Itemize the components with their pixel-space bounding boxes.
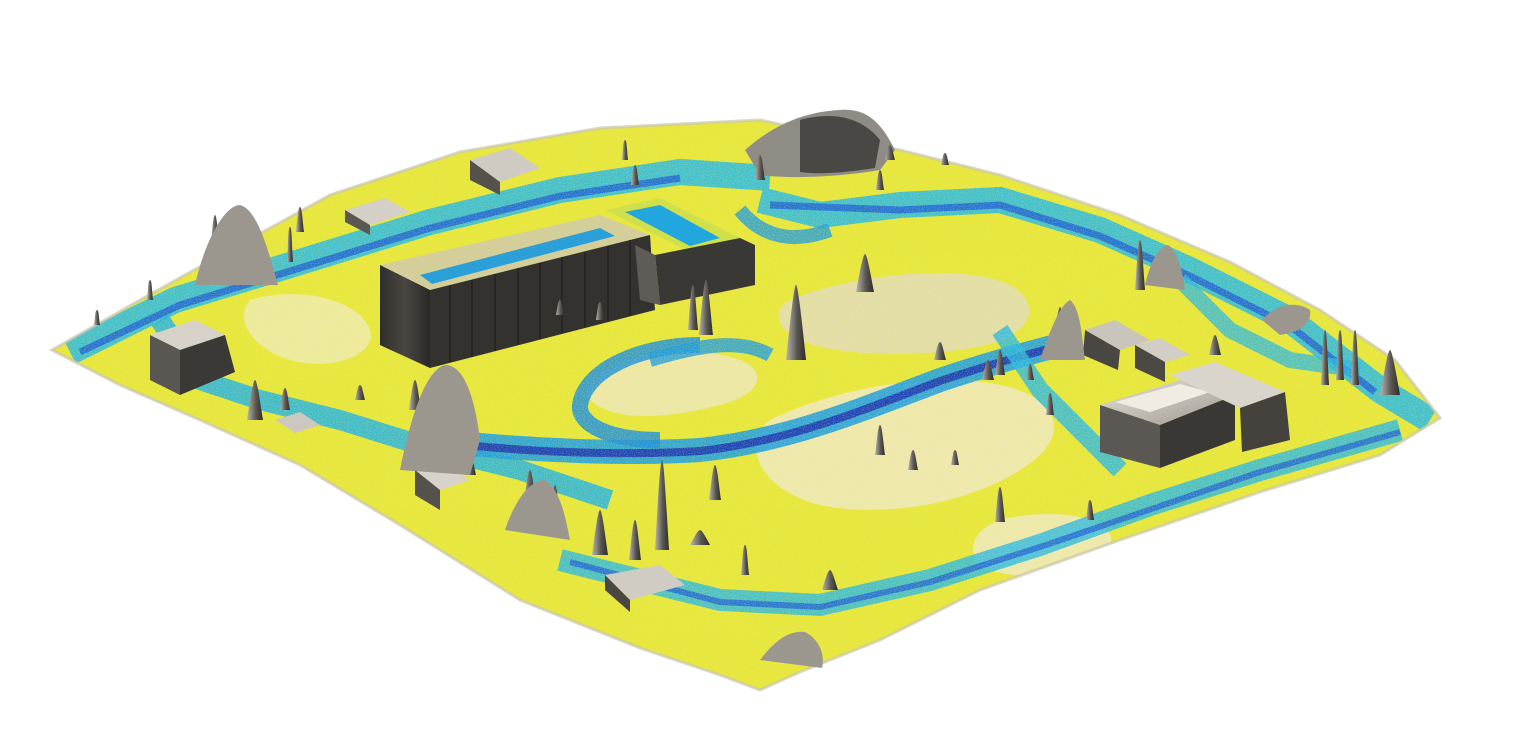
- east-hall-side-wall: [1160, 395, 1235, 468]
- tree-spike: [1046, 393, 1054, 415]
- outcrop-far-east: [1262, 304, 1311, 335]
- terrain-outcrops: [195, 205, 1311, 668]
- tree-spike: [995, 350, 1005, 375]
- tree-spike: [355, 385, 365, 400]
- east-wing-roof: [1170, 362, 1285, 408]
- tree-spike: [280, 388, 290, 410]
- west-block-1-side: [180, 335, 235, 395]
- west-block-6-wall: [415, 470, 440, 510]
- tree-spike: [1336, 330, 1344, 380]
- outcrop-sw: [400, 365, 480, 475]
- tree-spike: [951, 450, 959, 465]
- tree-spike: [631, 165, 639, 185]
- tree-spike: [995, 487, 1005, 522]
- tree-spike: [287, 227, 293, 262]
- west-block-1-roof: [150, 320, 225, 350]
- north-mound: [745, 109, 895, 178]
- tree-spike: [655, 460, 669, 550]
- tree-spike: [556, 300, 564, 315]
- long-hall-wall-ribs: [449, 240, 631, 362]
- tree-spike: [856, 254, 874, 292]
- tree-spike: [592, 510, 608, 555]
- east-wing-wall: [1240, 392, 1290, 452]
- tree-spike: [709, 465, 721, 500]
- east-hall-annex-roof: [1085, 320, 1150, 350]
- tree-spike: [934, 342, 946, 360]
- outcrop-east: [1040, 300, 1085, 360]
- tree-spike: [147, 280, 153, 300]
- west-block-2-roof: [470, 148, 540, 182]
- east-hall-annex2-roof: [1135, 338, 1190, 362]
- ground-edge: [48, 118, 1443, 692]
- tree-spike: [94, 310, 100, 325]
- tree-spike: [296, 207, 304, 232]
- long-hall-roof-stripe: [420, 228, 615, 284]
- tree-spike: [941, 153, 949, 165]
- tree-spike: [688, 285, 698, 330]
- tree-spike: [596, 302, 604, 320]
- tree-spike: [741, 545, 749, 575]
- tree-spike: [755, 155, 765, 180]
- tree-spike: [1209, 335, 1221, 355]
- tree-spike: [1026, 364, 1034, 380]
- tree-spike: [875, 425, 885, 455]
- outcrop-south-1: [505, 480, 570, 540]
- tree-spike: [822, 570, 838, 590]
- tree-spike: [1351, 330, 1359, 385]
- tree-spike: [622, 140, 628, 160]
- tree-spike: [1086, 500, 1094, 520]
- north-mound-shadow: [800, 116, 880, 174]
- tree-spike: [629, 520, 641, 560]
- tree-spike: [1135, 240, 1145, 290]
- tree-spike: [786, 285, 806, 360]
- tree-spike: [1321, 330, 1329, 385]
- east-hall-annex2-wall: [1135, 345, 1165, 382]
- outcrop-ne: [1145, 245, 1185, 290]
- east-hall-front-wall: [1100, 405, 1160, 468]
- north-annex-roof-inner: [625, 205, 720, 246]
- tree-spike: [908, 450, 918, 470]
- north-annex: [605, 198, 755, 305]
- west-block-2-wall: [470, 160, 500, 195]
- long-hall-side-wall: [430, 235, 655, 368]
- long-hall-front-wall: [380, 265, 430, 368]
- tree-spike: [885, 145, 895, 160]
- east-hall-roof-ridge: [1115, 384, 1210, 412]
- west-block-1-wall: [150, 335, 180, 395]
- east-hall: [1083, 320, 1290, 468]
- tree-spike: [690, 530, 710, 545]
- north-annex-front: [635, 245, 660, 305]
- tree-spike: [409, 380, 421, 410]
- west-block-3-wall: [345, 210, 370, 235]
- tree-spike: [876, 170, 884, 190]
- tree-spike: [1380, 350, 1400, 395]
- outcrop-south-2: [760, 631, 823, 668]
- west-block-4-wall: [605, 575, 630, 612]
- outcrop-west: [195, 205, 278, 285]
- tree-spike: [982, 360, 994, 380]
- west-block-4-roof: [605, 565, 685, 600]
- west-block-5-roof: [275, 412, 320, 433]
- tree-spike: [699, 280, 713, 335]
- north-annex-wall: [655, 238, 755, 305]
- east-hall-annex-wall: [1083, 330, 1120, 370]
- west-block-3-roof: [345, 198, 410, 225]
- tree-spike: [247, 380, 263, 420]
- long-hall: [380, 215, 655, 368]
